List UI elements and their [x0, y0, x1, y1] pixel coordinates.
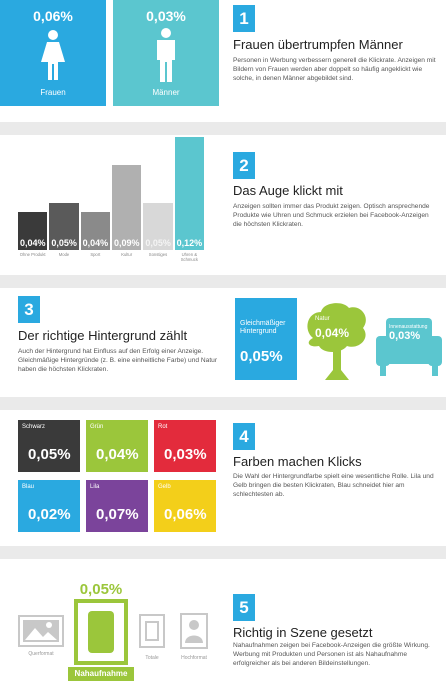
chart-bar-value: 0,04%	[82, 238, 109, 248]
color-tile-label: Blau	[22, 484, 35, 490]
divider	[0, 397, 446, 410]
color-tile-label: Grün	[90, 424, 104, 430]
closeup-value: 0,05%	[79, 581, 123, 598]
color-tile-label: Gelb	[158, 484, 171, 490]
chart-bar-value: 0,09%	[114, 238, 140, 248]
total-frame-icon	[139, 614, 165, 648]
section-1-text: Personen in Werbung verbessern generell …	[233, 57, 436, 82]
chart-bar-value: 0,05%	[145, 238, 171, 248]
portrait-person-icon	[180, 613, 208, 649]
color-tile-value: 0,02%	[28, 506, 71, 523]
color-tile-label: Rot	[158, 424, 168, 430]
closeup-label: Nahaufnahme	[74, 669, 128, 678]
landscape-photo-icon	[18, 615, 64, 647]
armchair-icon	[376, 318, 442, 376]
man-icon	[157, 28, 175, 82]
color-tile-grün: Grün 0,04%	[86, 420, 148, 472]
chart-bar: 0,04%	[18, 212, 48, 250]
color-tile-value: 0,03%	[164, 446, 207, 463]
section-2-title: Das Auge klickt mit	[233, 183, 343, 198]
chart-bar-value: 0,12%	[176, 238, 203, 248]
divider	[0, 546, 446, 559]
section-4-text: Die Wahl der Hintergrundfarbe spielt ein…	[233, 473, 434, 498]
chart-category-label: Sport	[90, 252, 101, 257]
tree-icon	[307, 303, 366, 380]
color-tile-value: 0,06%	[164, 506, 207, 523]
uniform-background-tile: Gleichmäßiger Hintergrund 0,05%	[235, 298, 297, 380]
color-tile-schwarz: Schwarz 0,05%	[18, 420, 80, 472]
chart-bar: 0,12%	[174, 137, 204, 250]
section-3-title: Der richtige Hintergrund zählt	[18, 328, 188, 343]
chart-bar: 0,05%	[49, 203, 79, 250]
closeup-label-bar: Nahaufnahme	[68, 667, 134, 681]
uniform-value: 0,05%	[240, 348, 283, 365]
section-1-title: Frauen übertrumpfen Männer	[233, 37, 403, 52]
women-tile: 0,06% Frauen	[0, 0, 106, 106]
section-2: 0,04% 0,05% 0,04% 0,09% 0,05% 0,12% Ohne Prod…	[0, 135, 446, 275]
divider	[0, 122, 446, 135]
women-value: 0,06%	[33, 8, 73, 24]
nature-label: Natur	[315, 316, 330, 322]
color-tile-lila: Lila 0,07%	[86, 480, 148, 532]
chart-categories: Ohne Produkt Mode Sport Kultur Sonstiges Uhre…	[18, 251, 206, 265]
section-2-text: Anzeigen sollten immer das Produkt zeige…	[233, 203, 430, 228]
color-tile-label: Schwarz	[22, 424, 46, 430]
chart-category-label: Kultur	[121, 252, 133, 257]
section-5-text: Nahaufnahmen zeigen bei Facebook-Anzeige…	[233, 642, 430, 667]
women-label: Frauen	[40, 88, 66, 97]
color-tile-blau: Blau 0,02%	[18, 480, 80, 532]
landscape-label: Querformat	[28, 651, 54, 657]
woman-icon	[41, 30, 65, 80]
color-tile-value: 0,05%	[28, 446, 71, 463]
uniform-label: Gleichmäßiger Hintergrund	[240, 320, 286, 335]
product-chart: 0,04% 0,05% 0,04% 0,09% 0,05% 0,12%	[18, 135, 206, 250]
chart-category-label: Mode	[58, 252, 70, 257]
portrait-label: Hochformat	[181, 655, 207, 661]
step-number-4: 4	[233, 423, 255, 450]
chart-bar: 0,04%	[80, 212, 110, 250]
chart-bar-value: 0,05%	[51, 238, 77, 248]
color-tile-gelb: Gelb 0,06%	[154, 480, 216, 532]
closeup-phone-icon	[74, 599, 128, 665]
chart-bar: 0,05%	[143, 203, 173, 250]
divider	[0, 275, 446, 288]
chart-category-label: Sonstiges	[148, 252, 168, 257]
men-value: 0,03%	[146, 8, 186, 24]
section-4: Schwarz 0,05% Grün 0,04% Rot 0,03% Blau 0,02% Li…	[0, 410, 446, 545]
chart-bar: 0,09%	[112, 165, 142, 250]
section-3-text: Auch der Hintergrund hat Einfluss auf de…	[18, 348, 218, 373]
chart-plot: 0,04% 0,05% 0,04% 0,09% 0,05% 0,12%	[18, 135, 206, 250]
interior-label: Innenausstattung	[389, 324, 428, 330]
step-number-3: 3	[18, 296, 40, 323]
section-5-title: Richtig in Szene gesetzt	[233, 625, 373, 640]
step-number-1: 1	[233, 5, 255, 32]
men-tile: 0,03% Männer	[113, 0, 219, 106]
chart-category-label: Uhren & Schmuck	[180, 252, 198, 262]
interior-value: 0,03%	[389, 330, 421, 342]
chart-bar-value: 0,04%	[20, 238, 46, 248]
section-3: 3 Der richtige Hintergrund zählt Auch de…	[0, 288, 446, 396]
men-label: Männer	[152, 88, 180, 97]
color-tile-value: 0,04%	[96, 446, 139, 463]
nature-value: 0,04%	[315, 326, 350, 340]
total-label: Totale	[145, 655, 159, 661]
step-number-5: 5	[233, 594, 255, 621]
color-tile-value: 0,07%	[96, 506, 139, 523]
section-4-title: Farben machen Klicks	[233, 454, 362, 469]
section-1: 0,06% Frauen 0,03% Männer 1 Frauen übert…	[0, 0, 446, 120]
color-grid: Schwarz 0,05% Grün 0,04% Rot 0,03% Blau 0,02% Li…	[18, 420, 218, 538]
chart-category-label: Ohne Produkt	[19, 252, 46, 257]
color-tile-label: Lila	[90, 484, 100, 490]
step-number-2: 2	[233, 152, 255, 179]
section-5: Querformat 0,05% Nahaufnahme Totale Hoch…	[0, 559, 446, 681]
color-tile-rot: Rot 0,03%	[154, 420, 216, 472]
